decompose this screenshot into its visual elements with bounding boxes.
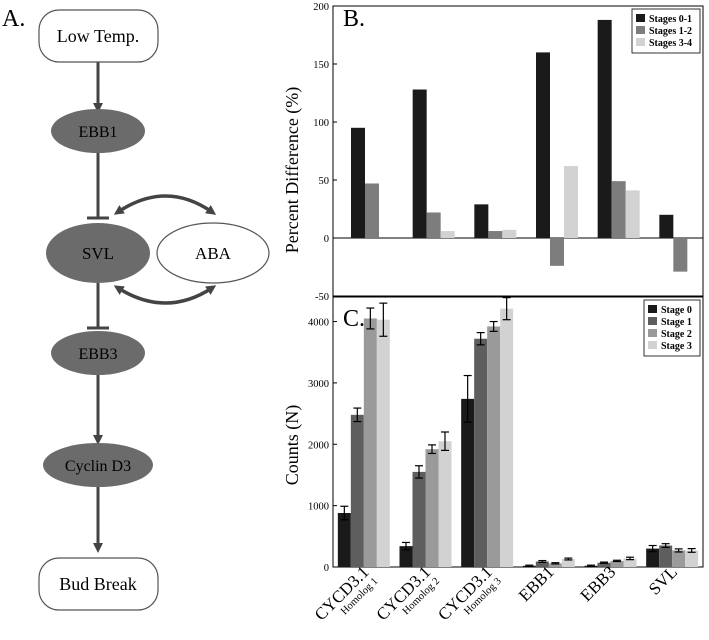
panel-c-legend-label: Stage 1 [661, 317, 692, 328]
panel-c-bar [623, 558, 637, 567]
panel-c-bar [561, 559, 575, 567]
panel-b-bar [564, 166, 578, 238]
node-aba: ABA [156, 222, 270, 284]
panel-b-ytick-label: 100 [313, 118, 329, 129]
node-svl: SVL [46, 223, 150, 283]
node-low-temp: Low Temp. [38, 9, 159, 63]
node-ebb1: EBB1 [51, 109, 145, 153]
panel-c-bar [548, 563, 562, 567]
panel-c-legend-swatch [648, 341, 657, 349]
panel-c-bar [474, 338, 488, 567]
panel-c-legend-label: Stage 3 [661, 341, 692, 352]
panel-c-chart: Counts (N) C. 0 1000 2000 3000 4000 CYCD3.1Ho… [282, 296, 704, 624]
panel-b-bar [673, 238, 688, 272]
panel-b-bar [488, 231, 503, 238]
panel-b-chart: Percent Difference (%) B. -50 0 50 100 150 20… [282, 2, 704, 303]
panel-b-bar [597, 19, 612, 239]
node-bud-break-label: Bud Break [59, 574, 136, 594]
panel-c-category-main: SVL [645, 562, 681, 598]
panel-c-bar [461, 398, 475, 567]
panel-b-bar [351, 127, 365, 238]
node-cyclin-d3-label: Cyclin D3 [65, 458, 131, 475]
panel-c-bar [610, 560, 624, 567]
panel-b-frame [332, 5, 704, 297]
panel-c-bar [399, 546, 413, 567]
panel-c-legend-swatch [648, 305, 657, 313]
panel-c-legend-swatch [648, 317, 657, 325]
panel-b-ylabel: Percent Difference (%) [282, 87, 303, 254]
panel-b-legend-label: Stages 1-2 [649, 26, 692, 37]
panel-c-bar [685, 550, 699, 567]
panel-c-legend-swatch [648, 329, 657, 337]
node-ebb3-label: EBB3 [78, 346, 117, 363]
panel-b-bar [611, 181, 626, 238]
panel-b-bar [412, 89, 427, 239]
panel-c-ytick-label: 2000 [308, 440, 329, 451]
panel-b-bar [440, 231, 455, 238]
panel-b-legend-swatch [636, 38, 645, 46]
panel-b-bar [426, 212, 441, 238]
panel-b-bar [502, 229, 517, 238]
panel-c-label: C. [343, 306, 365, 332]
panel-c-bar [412, 471, 426, 567]
panel-b-bar [659, 214, 674, 238]
panel-b-ytick-label: 200 [313, 2, 329, 13]
panel-b-bar [474, 204, 489, 238]
edge-svl-aba-upper [113, 194, 217, 215]
node-cyclin-d3: Cyclin D3 [43, 443, 153, 487]
panel-b-legend-swatch [636, 14, 645, 22]
panel-b-ytick-label: 50 [319, 176, 330, 187]
panel-a-label: A. [2, 6, 25, 32]
panel-c-legend-label: Stage 0 [661, 305, 692, 316]
panel-b-ytick-label: 0 [324, 234, 329, 245]
panel-c-bar [500, 308, 514, 567]
panel-c-bar [363, 318, 377, 567]
panel-c-bar [376, 319, 390, 567]
node-ebb1-label: EBB1 [78, 124, 117, 141]
panel-c-bar [597, 562, 611, 567]
panel-c-ylabel: Counts (N) [282, 405, 303, 486]
panel-c-bar [535, 561, 549, 567]
panel-c-bar [425, 449, 439, 567]
panel-c-bar [672, 550, 686, 567]
panel-b-ytick-label: -50 [315, 292, 329, 303]
panel-b-legend-label: Stages 3-4 [649, 38, 692, 49]
panel-b-ytick-label: 150 [313, 60, 329, 71]
panel-c-bar [337, 513, 351, 567]
panel-c-bar [350, 414, 364, 567]
node-ebb3: EBB3 [51, 331, 145, 375]
edge-svl-aba-lower [113, 285, 217, 305]
panel-c-bar [487, 326, 501, 567]
panel-c-ytick-label: 3000 [308, 379, 329, 390]
node-low-temp-label: Low Temp. [57, 26, 139, 46]
node-aba-label: ABA [195, 244, 232, 263]
panel-b-legend-label: Stages 0-1 [649, 14, 692, 25]
panel-c-ytick-label: 1000 [308, 502, 329, 513]
panel-c-category-label: EBB1 [515, 562, 558, 605]
panel-b-legend-swatch [636, 26, 645, 34]
panel-c-category-main: EBB3 [577, 562, 620, 605]
panel-c-category-main: EBB1 [515, 562, 558, 605]
panel-c-bar [438, 441, 452, 567]
panel-a-diagram: A. Low Temp. EBB1 SVL ABA EBB3 [2, 6, 270, 611]
panel-c-category-label: SVL [645, 562, 681, 598]
panel-c-bar [659, 545, 673, 567]
panel-c-ytick-label: 4000 [308, 318, 329, 329]
panel-c-bar [646, 548, 660, 567]
node-svl-label: SVL [82, 244, 114, 263]
node-bud-break: Bud Break [38, 557, 159, 611]
panel-c-frame [332, 296, 704, 568]
panel-b-bar [625, 190, 640, 238]
panel-c-ytick-label: 0 [324, 563, 329, 574]
panel-c-category-label: EBB3 [577, 562, 620, 605]
panel-b-bar [365, 183, 379, 238]
panel-c-legend-label: Stage 2 [661, 329, 692, 340]
panel-b-bar [536, 52, 550, 239]
panel-b-bar [550, 238, 564, 266]
panel-b-label: B. [343, 6, 365, 32]
